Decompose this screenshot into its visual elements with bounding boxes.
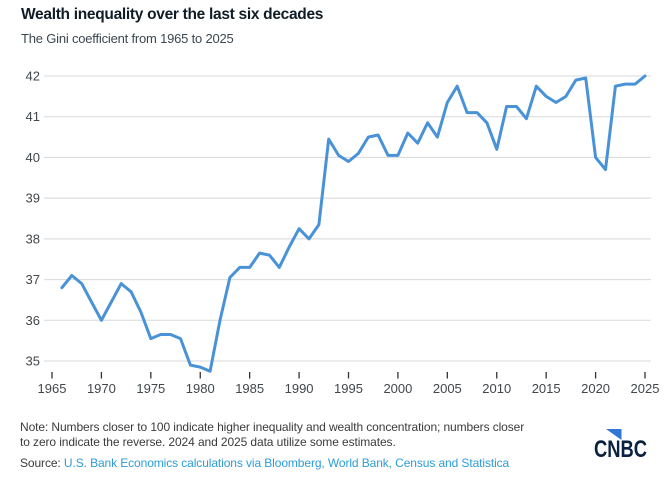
x-tick-label: 2020 — [581, 381, 610, 396]
y-tick-label: 38 — [26, 231, 40, 246]
cnbc-logo-svg: CNBC — [594, 429, 647, 463]
y-tick-label: 39 — [26, 191, 40, 206]
x-tick-label: 2025 — [631, 381, 660, 396]
x-axis: 1965 1970 1975 1980 1985 1990 1995 2000 2005 2010… — [38, 372, 660, 396]
y-tick-label: 42 — [26, 69, 40, 84]
footnote: Note: Numbers closer to 100 indicate hig… — [20, 420, 524, 449]
cnbc-peacock-triangle-icon — [606, 429, 622, 440]
x-tick-label: 2015 — [532, 381, 561, 396]
x-tick-label: 1990 — [285, 381, 314, 396]
footnote-line-2: to zero indicate the reverse. 2024 and 2… — [20, 434, 396, 449]
source-label: Source: — [20, 456, 61, 470]
x-tick-label: 1995 — [334, 381, 363, 396]
y-tick-label: 35 — [26, 354, 40, 369]
page-title: Wealth inequality over the last six deca… — [21, 6, 324, 23]
footnote-line-1: Note: Numbers closer to 100 indicate hig… — [20, 420, 525, 434]
gini-line-chart: 35 36 37 38 39 40 41 42 1965 1970 1975 1980 1985 1990… — [26, 69, 660, 397]
x-tick-label: 2005 — [433, 381, 462, 396]
x-tick-label: 1985 — [235, 381, 264, 396]
y-tick-label: 37 — [26, 272, 40, 287]
x-tick-label: 2000 — [383, 381, 412, 396]
x-tick-label: 1965 — [38, 381, 67, 396]
gridlines — [44, 75, 651, 362]
source-link[interactable]: U.S. Bank Economics calculations via Blo… — [63, 456, 510, 470]
page-subtitle: The Gini coefficient from 1965 to 2025 — [21, 31, 234, 46]
x-tick-label: 1975 — [136, 381, 165, 396]
source-line: Source: U.S. Bank Economics calculations… — [20, 456, 509, 470]
y-tick-label: 41 — [26, 109, 40, 124]
cnbc-logo-text: CNBC — [594, 436, 647, 460]
y-tick-label: 36 — [26, 313, 40, 328]
y-axis-labels: 35 36 37 38 39 40 41 42 — [26, 69, 40, 369]
x-tick-label: 2010 — [482, 381, 511, 396]
x-tick-label: 1980 — [186, 381, 215, 396]
y-tick-label: 40 — [26, 150, 40, 165]
gini-data-line — [60, 74, 647, 373]
x-tick-label: 1970 — [87, 381, 116, 396]
cnbc-logo: CNBC — [592, 426, 658, 463]
